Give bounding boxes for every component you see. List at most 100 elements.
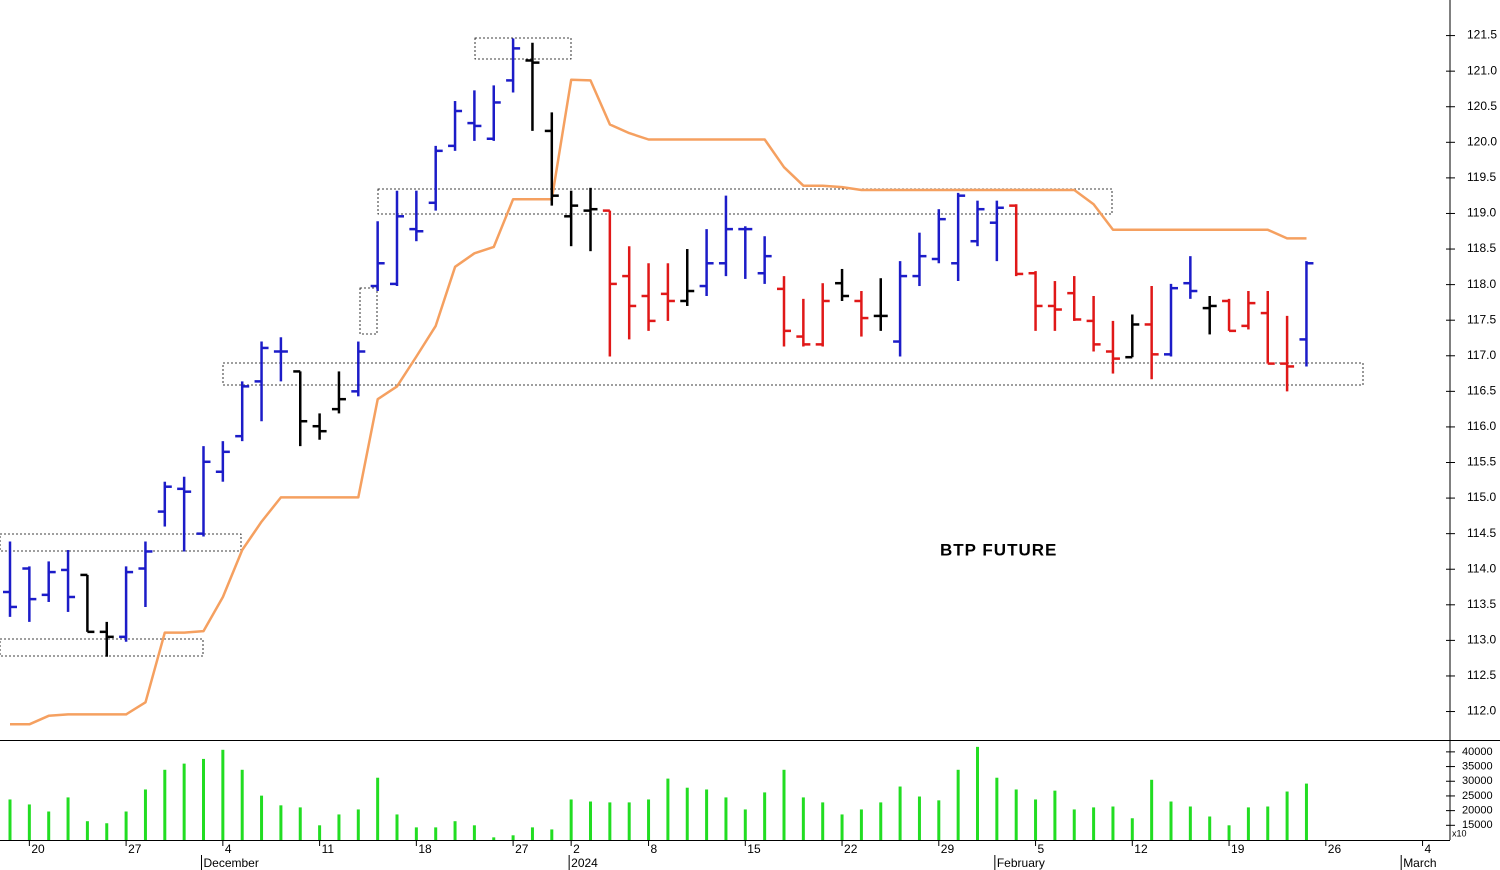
volume-bar xyxy=(434,827,438,840)
y-tick-label: 121.5 xyxy=(1467,28,1497,42)
volume-bar xyxy=(143,789,147,840)
volume-bar xyxy=(763,792,767,840)
volume-bar xyxy=(395,814,399,840)
x-tick-label: 26 xyxy=(1328,842,1342,856)
volume-bar xyxy=(1208,816,1212,840)
volume-bar xyxy=(840,814,844,840)
x-tick-label: 27 xyxy=(128,842,142,856)
range-box xyxy=(474,37,572,60)
x-tick-label: 5 xyxy=(1038,842,1045,856)
volume-bar xyxy=(1169,801,1173,840)
volume-bar xyxy=(1014,789,1018,840)
volume-bar xyxy=(376,777,380,840)
volume-bar xyxy=(1246,807,1250,840)
volume-bar xyxy=(472,825,476,840)
x-tick-label: 29 xyxy=(941,842,955,856)
volume-bar xyxy=(917,796,921,840)
x-tick-label: 20 xyxy=(31,842,45,856)
y-tick-label: 120.5 xyxy=(1467,99,1497,113)
volume-bar xyxy=(124,811,128,840)
volume-bar xyxy=(627,802,631,840)
x-tick-label: 2 xyxy=(573,842,580,856)
x-tick-label: 18 xyxy=(418,842,432,856)
month-label: March xyxy=(1403,856,1436,870)
volume-bar xyxy=(1188,806,1192,840)
volume-bar xyxy=(260,795,264,840)
volume-bar xyxy=(356,809,360,840)
volume-bar xyxy=(414,827,418,840)
x-tick-label: 12 xyxy=(1134,842,1148,856)
volume-bar xyxy=(530,827,534,840)
y-tick-label: 116.5 xyxy=(1467,384,1496,398)
y-tick-label: 116.0 xyxy=(1467,419,1496,433)
x-tick-label: 15 xyxy=(747,842,761,856)
volume-bar xyxy=(1072,809,1076,840)
volume-bar xyxy=(801,797,805,840)
y-tick-label: 119.0 xyxy=(1467,206,1496,220)
volume-bar xyxy=(1227,825,1231,840)
volume-bar xyxy=(1285,791,1289,840)
volume-tick-label: 40000 xyxy=(1462,746,1493,758)
y-tick-label: 114.0 xyxy=(1467,561,1496,575)
volume-bar xyxy=(27,804,31,840)
y-tick-label: 115.5 xyxy=(1467,455,1496,469)
volume-bar xyxy=(298,807,302,840)
x-tick-label: 4 xyxy=(225,842,232,856)
volume-tick-label: 30000 xyxy=(1462,775,1493,787)
y-tick-label: 120.0 xyxy=(1467,134,1497,148)
volume-bar xyxy=(163,769,167,840)
volume-bar xyxy=(666,778,670,840)
volume-bar xyxy=(1266,806,1270,840)
volume-bar xyxy=(279,805,283,840)
y-tick-label: 115.0 xyxy=(1467,490,1496,504)
volume-bar xyxy=(995,777,999,840)
volume-bar xyxy=(1130,818,1134,840)
volume-bar xyxy=(1034,799,1038,840)
y-tick-label: 112.0 xyxy=(1467,704,1496,718)
y-tick-label: 113.0 xyxy=(1467,633,1496,647)
volume-bar xyxy=(318,825,322,840)
month-label: February xyxy=(997,856,1045,870)
volume-bar xyxy=(937,800,941,840)
y-tick-label: 113.5 xyxy=(1467,597,1496,611)
volume-bar xyxy=(221,749,225,840)
x-tick-label: 11 xyxy=(322,842,335,856)
volume-bar xyxy=(743,809,747,840)
x-tick-label: 22 xyxy=(844,842,858,856)
annotation: BTP FUTURE xyxy=(940,540,1057,559)
y-tick-label: 119.5 xyxy=(1467,170,1496,184)
range-box xyxy=(359,287,378,335)
volume-bar xyxy=(879,802,883,840)
volume-bar xyxy=(859,809,863,840)
x-tick-label: 19 xyxy=(1231,842,1245,856)
x-tick-label: 8 xyxy=(651,842,658,856)
volume-bar xyxy=(105,823,109,840)
month-label: December xyxy=(204,856,259,870)
volume-tick-label: 20000 xyxy=(1462,805,1493,817)
volume-bar xyxy=(705,789,709,840)
volume-bar xyxy=(685,787,689,840)
y-tick-label: 114.5 xyxy=(1467,526,1496,540)
volume-bar xyxy=(1053,790,1057,840)
volume-tick-label: 15000 xyxy=(1462,819,1493,831)
volume-bar xyxy=(47,811,51,840)
volume-bar xyxy=(202,758,205,840)
volume-tick-label: 25000 xyxy=(1462,790,1493,802)
trend-line xyxy=(10,78,1307,726)
volume-bar xyxy=(647,799,651,840)
y-tick-label: 117.5 xyxy=(1467,312,1496,326)
y-tick-label: 118.5 xyxy=(1467,241,1496,255)
month-label: 2024 xyxy=(571,856,598,870)
volume-bar xyxy=(1150,779,1154,840)
volume-bar xyxy=(337,814,341,840)
y-tick-label: 117.0 xyxy=(1467,348,1496,362)
volume-bar xyxy=(956,769,960,840)
volume-bar xyxy=(569,799,573,840)
range-box xyxy=(377,188,1113,215)
volume-bar xyxy=(1111,806,1115,840)
volume-bar xyxy=(550,829,554,840)
volume-bar xyxy=(182,763,186,840)
volume-bar xyxy=(821,802,825,840)
